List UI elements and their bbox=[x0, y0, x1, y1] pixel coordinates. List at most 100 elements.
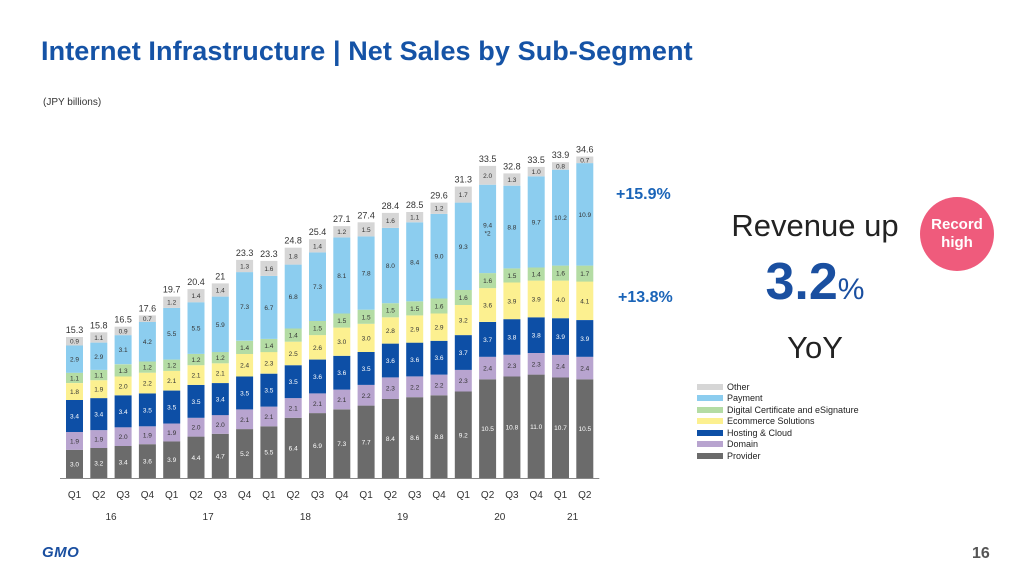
bar-segment bbox=[114, 335, 132, 365]
legend-label: Other bbox=[727, 381, 750, 392]
segment-label: 2.2 bbox=[143, 381, 152, 388]
bar-segment bbox=[236, 340, 254, 354]
unit-note: (JPY billions) bbox=[43, 97, 102, 108]
x-tick-label: Q1 bbox=[457, 490, 471, 501]
total-label: 33.9 bbox=[552, 150, 570, 160]
segment-label: 3.9 bbox=[507, 298, 516, 305]
segment-label: 1.1 bbox=[70, 375, 79, 382]
bar-segment bbox=[236, 353, 254, 377]
segment-label: 3.4 bbox=[119, 460, 128, 467]
x-tick-label: Q2 bbox=[481, 490, 495, 501]
bar-segment bbox=[187, 365, 205, 385]
bar-segment bbox=[479, 288, 497, 322]
bar-segment bbox=[211, 363, 229, 383]
segment-label: 1.5 bbox=[386, 308, 395, 315]
segment-label: 1.6 bbox=[386, 218, 395, 225]
legend-swatch bbox=[697, 383, 723, 390]
bar-segment bbox=[503, 319, 521, 355]
segment-label: 2.3 bbox=[532, 361, 541, 368]
bar-segment bbox=[90, 369, 108, 381]
bar-segment bbox=[406, 222, 424, 302]
total-label: 31.3 bbox=[455, 175, 473, 185]
bar-segment bbox=[66, 337, 83, 346]
segment-label: 3.5 bbox=[191, 399, 200, 406]
legend-swatch bbox=[697, 452, 723, 459]
segment-label: 1.4 bbox=[313, 243, 322, 250]
legend-item: Payment bbox=[697, 393, 859, 405]
bar-segment bbox=[260, 338, 278, 353]
total-label: 16.5 bbox=[114, 315, 132, 325]
bar-segment bbox=[309, 359, 326, 394]
segment-label: 1.5 bbox=[313, 326, 322, 333]
bar-segment bbox=[552, 169, 569, 266]
bar-segment bbox=[430, 374, 448, 396]
segment-label: 3.9 bbox=[580, 336, 589, 343]
segment-label: 7.3 bbox=[240, 304, 249, 311]
bar-segment bbox=[479, 356, 497, 380]
segment-label: 0.7 bbox=[143, 316, 152, 323]
bar-segment bbox=[284, 365, 302, 399]
bar-segment bbox=[479, 322, 497, 357]
bar-segment bbox=[284, 247, 302, 265]
gmo-logo: GMO bbox=[42, 544, 80, 561]
total-label: 23.3 bbox=[236, 248, 254, 258]
bar-segment bbox=[552, 162, 569, 170]
segment-label: 2.1 bbox=[167, 378, 176, 385]
segment-label: 3.5 bbox=[143, 407, 152, 414]
segment-label: 2.1 bbox=[337, 397, 346, 404]
x-tick-label: Q3 bbox=[116, 490, 130, 501]
segment-label: 1.4 bbox=[289, 333, 298, 340]
bar-segment bbox=[333, 313, 351, 328]
bar-segment bbox=[284, 264, 302, 329]
segment-label: 7.8 bbox=[362, 271, 371, 278]
bar-segment bbox=[503, 185, 521, 269]
bar-segment bbox=[381, 303, 399, 318]
bar-segment bbox=[211, 433, 229, 478]
segment-label: 10.2 bbox=[554, 215, 567, 222]
bar-segment bbox=[284, 417, 302, 478]
x-tick-label: Q2 bbox=[384, 490, 398, 501]
total-label: 20.4 bbox=[187, 277, 205, 287]
segment-label: 7.3 bbox=[337, 441, 346, 448]
legend-item: Domain bbox=[697, 439, 859, 451]
x-tick-label: Q2 bbox=[189, 490, 203, 501]
segment-label: 1.5 bbox=[507, 273, 516, 280]
legend-item: Digital Certificate and eSignature bbox=[697, 404, 859, 416]
bar-segment bbox=[576, 379, 594, 478]
legend-swatch bbox=[697, 406, 723, 413]
segment-label: 1.6 bbox=[459, 295, 468, 302]
bar-segment bbox=[90, 398, 108, 431]
bar-segment bbox=[357, 236, 375, 310]
bar-segment bbox=[479, 379, 497, 478]
bar-segment bbox=[527, 374, 545, 478]
bar-segment bbox=[454, 305, 472, 336]
bar-segment bbox=[503, 376, 521, 478]
page-title: Internet Infrastructure | Net Sales by S… bbox=[41, 36, 693, 66]
segment-label: 2.5 bbox=[289, 351, 298, 358]
bar-segment bbox=[138, 361, 156, 373]
segment-label: 2.3 bbox=[459, 378, 468, 385]
segment-label: 2.9 bbox=[434, 325, 443, 332]
segment-label: 1.2 bbox=[191, 357, 200, 364]
total-label: 28.5 bbox=[406, 200, 424, 210]
x-tick-label: Q3 bbox=[505, 490, 519, 501]
bar-segment bbox=[527, 176, 545, 268]
total-label: 23.3 bbox=[260, 249, 278, 259]
segment-label: 2.0 bbox=[483, 173, 492, 180]
segment-label: 3.7 bbox=[483, 337, 492, 344]
segment-label: 2.9 bbox=[70, 357, 79, 364]
segment-label: 8.0 bbox=[386, 263, 395, 270]
bar-segment bbox=[381, 228, 399, 304]
bar-segment bbox=[503, 268, 521, 283]
bar-segment bbox=[187, 417, 205, 437]
bar-segment bbox=[236, 376, 254, 410]
segment-label: 1.3 bbox=[507, 177, 516, 184]
bar-segment bbox=[552, 265, 569, 281]
segment-label: 3.5 bbox=[240, 390, 249, 397]
segment-label: 1.7 bbox=[580, 271, 589, 278]
segment-label: 1.9 bbox=[143, 433, 152, 440]
bar-segment bbox=[260, 406, 278, 427]
chart-legend: Other Payment Digital Certificate and eSig… bbox=[697, 381, 859, 462]
bar-segment bbox=[479, 184, 497, 274]
segment-label: 3.5 bbox=[264, 388, 273, 395]
